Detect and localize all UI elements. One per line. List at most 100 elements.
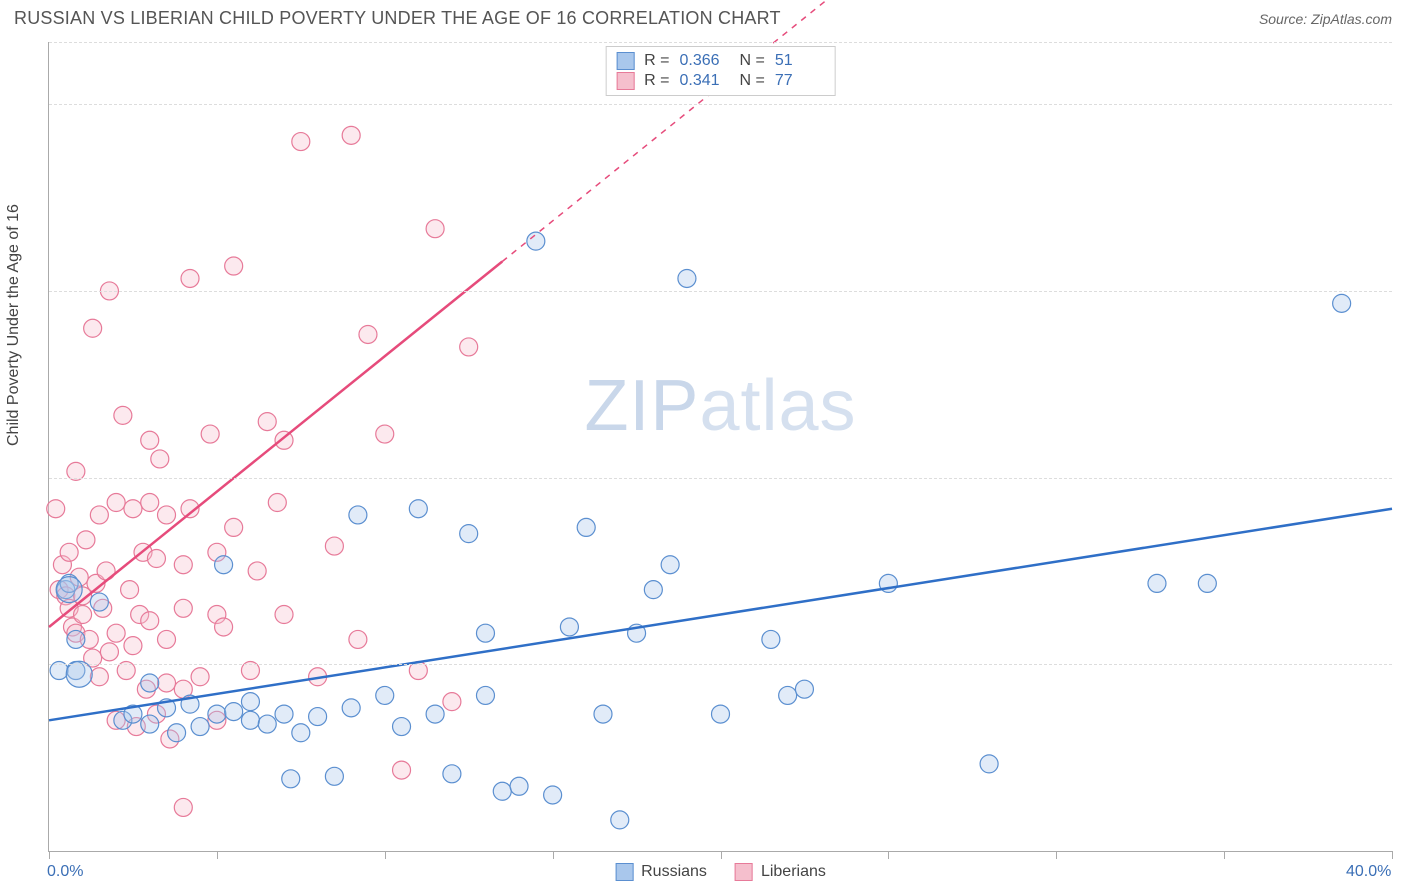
data-point[interactable]	[67, 630, 85, 648]
legend-item-liberians[interactable]: Liberians	[735, 863, 826, 881]
data-point[interactable]	[168, 724, 186, 742]
data-point[interactable]	[349, 506, 367, 524]
data-point[interactable]	[426, 705, 444, 723]
data-point[interactable]	[158, 506, 176, 524]
trend-line	[49, 262, 502, 627]
data-point[interactable]	[74, 606, 92, 624]
data-point[interactable]	[493, 782, 511, 800]
data-point[interactable]	[90, 668, 108, 686]
gridline-h	[49, 478, 1392, 479]
data-point[interactable]	[121, 581, 139, 599]
data-point[interactable]	[342, 699, 360, 717]
data-point[interactable]	[114, 406, 132, 424]
data-point[interactable]	[292, 133, 310, 151]
data-point[interactable]	[141, 431, 159, 449]
data-point[interactable]	[141, 715, 159, 733]
data-point[interactable]	[215, 556, 233, 574]
data-point[interactable]	[476, 624, 494, 642]
data-point[interactable]	[644, 581, 662, 599]
data-point[interactable]	[268, 494, 286, 512]
data-point[interactable]	[309, 708, 327, 726]
data-point[interactable]	[147, 550, 165, 568]
data-point[interactable]	[181, 269, 199, 287]
data-point[interactable]	[1333, 294, 1351, 312]
data-point[interactable]	[325, 537, 343, 555]
data-point[interactable]	[443, 765, 461, 783]
data-point[interactable]	[201, 425, 219, 443]
data-point[interactable]	[282, 770, 300, 788]
data-point[interactable]	[510, 777, 528, 795]
data-point[interactable]	[527, 232, 545, 250]
data-point[interactable]	[141, 612, 159, 630]
data-point[interactable]	[158, 674, 176, 692]
data-point[interactable]	[90, 506, 108, 524]
data-point[interactable]	[151, 450, 169, 468]
data-point[interactable]	[124, 637, 142, 655]
legend-r-label: R =	[644, 52, 669, 70]
data-point[interactable]	[376, 425, 394, 443]
data-point[interactable]	[241, 711, 259, 729]
data-point[interactable]	[191, 718, 209, 736]
data-point[interactable]	[594, 705, 612, 723]
data-point[interactable]	[349, 630, 367, 648]
data-point[interactable]	[215, 618, 233, 636]
data-point[interactable]	[107, 624, 125, 642]
data-point[interactable]	[100, 643, 118, 661]
data-point[interactable]	[208, 705, 226, 723]
data-point[interactable]	[359, 325, 377, 343]
data-point[interactable]	[77, 531, 95, 549]
data-point[interactable]	[225, 703, 243, 721]
data-point[interactable]	[409, 500, 427, 518]
data-point[interactable]	[393, 761, 411, 779]
data-point[interactable]	[292, 724, 310, 742]
data-point[interactable]	[443, 693, 461, 711]
legend-r-value-liberians: 0.341	[680, 72, 730, 90]
data-point[interactable]	[678, 269, 696, 287]
data-point[interactable]	[712, 705, 730, 723]
data-point[interactable]	[174, 798, 192, 816]
data-point[interactable]	[275, 705, 293, 723]
legend-item-russians[interactable]: Russians	[615, 863, 707, 881]
data-point[interactable]	[174, 556, 192, 574]
data-point[interactable]	[191, 668, 209, 686]
data-point[interactable]	[60, 543, 78, 561]
data-point[interactable]	[124, 500, 142, 518]
data-point[interactable]	[476, 686, 494, 704]
data-point[interactable]	[376, 686, 394, 704]
data-point[interactable]	[661, 556, 679, 574]
data-point[interactable]	[174, 599, 192, 617]
data-point[interactable]	[1198, 574, 1216, 592]
data-point[interactable]	[84, 319, 102, 337]
data-point[interactable]	[577, 518, 595, 536]
data-point[interactable]	[779, 686, 797, 704]
data-point[interactable]	[258, 715, 276, 733]
data-point[interactable]	[560, 618, 578, 636]
data-point[interactable]	[611, 811, 629, 829]
data-point[interactable]	[47, 500, 65, 518]
data-point[interactable]	[393, 718, 411, 736]
data-point[interactable]	[762, 630, 780, 648]
data-point[interactable]	[426, 220, 444, 238]
data-point[interactable]	[158, 630, 176, 648]
data-point[interactable]	[325, 767, 343, 785]
data-point[interactable]	[225, 518, 243, 536]
data-point[interactable]	[141, 494, 159, 512]
data-point[interactable]	[544, 786, 562, 804]
data-point[interactable]	[56, 577, 82, 603]
data-point[interactable]	[141, 674, 159, 692]
data-point[interactable]	[225, 257, 243, 275]
trend-line	[49, 509, 1392, 721]
data-point[interactable]	[460, 525, 478, 543]
data-point[interactable]	[980, 755, 998, 773]
x-tick	[888, 851, 889, 859]
data-point[interactable]	[241, 693, 259, 711]
data-point[interactable]	[107, 494, 125, 512]
data-point[interactable]	[258, 413, 276, 431]
data-point[interactable]	[342, 126, 360, 144]
data-point[interactable]	[275, 606, 293, 624]
data-point[interactable]	[1148, 574, 1166, 592]
data-point[interactable]	[460, 338, 478, 356]
data-point[interactable]	[795, 680, 813, 698]
data-point[interactable]	[248, 562, 266, 580]
data-point[interactable]	[90, 593, 108, 611]
